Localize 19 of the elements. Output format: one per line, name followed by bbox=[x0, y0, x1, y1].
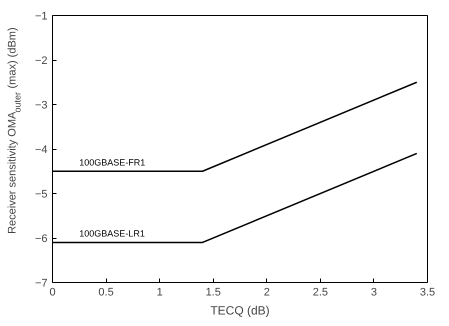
x-tick-label: 1 bbox=[156, 286, 163, 298]
y-tick-label: −5 bbox=[34, 188, 48, 200]
y-tick-label: −4 bbox=[34, 144, 48, 156]
x-tick-label: 2 bbox=[264, 286, 270, 298]
y-tick-label: −1 bbox=[34, 10, 48, 22]
x-tick-label: 3.5 bbox=[420, 286, 436, 298]
y-tick-label: −6 bbox=[34, 233, 48, 245]
x-tick-label: 3 bbox=[370, 286, 377, 298]
x-tick-label: 2.5 bbox=[312, 286, 328, 298]
x-axis-title: TECQ (dB) bbox=[210, 304, 270, 318]
y-tick-label: −3 bbox=[34, 100, 48, 112]
x-tick-label: 1.5 bbox=[206, 286, 221, 298]
x-tick-label: 0 bbox=[49, 286, 56, 298]
series-label: 100GBASE-FR1 bbox=[79, 157, 146, 168]
y-tick-label: −2 bbox=[34, 55, 48, 67]
x-tick-label: 0.5 bbox=[98, 286, 114, 298]
series-label: 100GBASE-LR1 bbox=[79, 228, 145, 238]
y-tick-label: −7 bbox=[34, 278, 48, 290]
y-axis-title: Receiver sensitivity OMAouter (max) (dBm) bbox=[6, 27, 22, 234]
